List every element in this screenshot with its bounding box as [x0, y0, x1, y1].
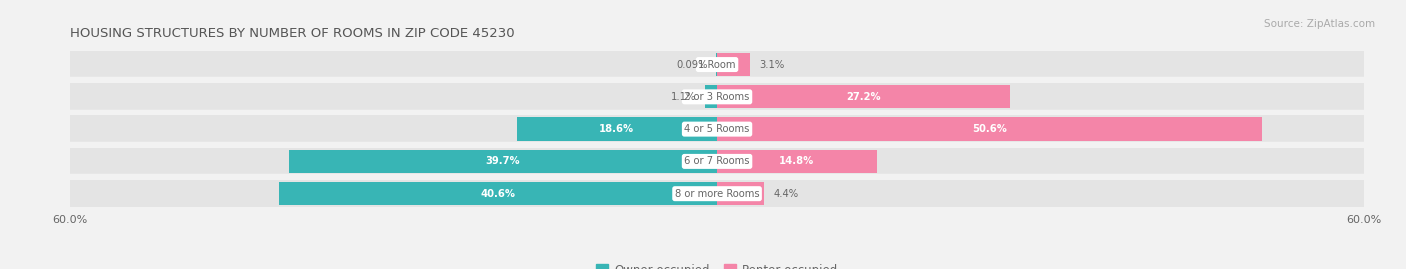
- Text: 4 or 5 Rooms: 4 or 5 Rooms: [685, 124, 749, 134]
- Bar: [290, 150, 717, 173]
- Bar: [516, 118, 717, 141]
- Text: HOUSING STRUCTURES BY NUMBER OF ROOMS IN ZIP CODE 45230: HOUSING STRUCTURES BY NUMBER OF ROOMS IN…: [70, 27, 515, 40]
- Legend: Owner-occupied, Renter-occupied: Owner-occupied, Renter-occupied: [592, 259, 842, 269]
- Text: 14.8%: 14.8%: [779, 156, 814, 167]
- Text: 6 or 7 Rooms: 6 or 7 Rooms: [685, 156, 749, 167]
- Text: 27.2%: 27.2%: [846, 92, 882, 102]
- Text: 1.1%: 1.1%: [671, 92, 696, 102]
- Text: 40.6%: 40.6%: [481, 189, 516, 199]
- Bar: [280, 182, 717, 205]
- Text: 18.6%: 18.6%: [599, 124, 634, 134]
- Bar: [717, 53, 751, 76]
- Bar: [717, 118, 1263, 141]
- Text: 1 Room: 1 Room: [699, 59, 735, 70]
- Text: Source: ZipAtlas.com: Source: ZipAtlas.com: [1264, 19, 1375, 29]
- Bar: [70, 115, 1364, 143]
- Text: 39.7%: 39.7%: [486, 156, 520, 167]
- Bar: [717, 150, 876, 173]
- Bar: [717, 85, 1011, 108]
- Text: 2 or 3 Rooms: 2 or 3 Rooms: [685, 92, 749, 102]
- Text: 0.09%: 0.09%: [676, 59, 707, 70]
- Bar: [706, 85, 717, 108]
- Bar: [717, 182, 765, 205]
- Bar: [70, 148, 1364, 175]
- Bar: [70, 83, 1364, 111]
- Bar: [70, 51, 1364, 78]
- Text: 50.6%: 50.6%: [973, 124, 1007, 134]
- Text: 3.1%: 3.1%: [759, 59, 785, 70]
- Bar: [70, 180, 1364, 207]
- Text: 4.4%: 4.4%: [773, 189, 799, 199]
- Text: 8 or more Rooms: 8 or more Rooms: [675, 189, 759, 199]
